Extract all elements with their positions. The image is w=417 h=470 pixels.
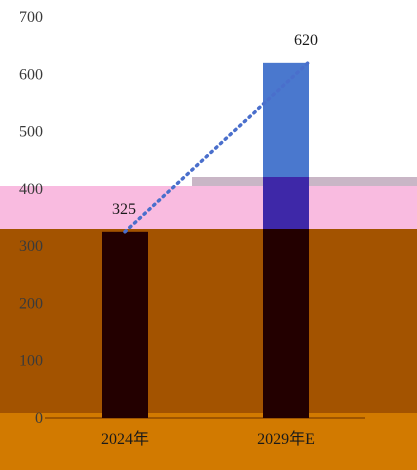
y-tick-label: 0 xyxy=(35,410,43,427)
band-brown xyxy=(0,229,417,413)
bar-segment xyxy=(263,229,309,418)
y-tick-label: 400 xyxy=(19,181,43,198)
y-tick-label: 100 xyxy=(19,353,43,370)
bar xyxy=(102,231,148,418)
x-tick-label: 2024年 xyxy=(101,430,149,448)
bar-segment xyxy=(263,177,309,229)
trendline xyxy=(123,61,310,234)
y-axis: 0 100 200 300 400 500 600 700 xyxy=(19,9,43,427)
trend-line xyxy=(123,61,310,234)
band-pink xyxy=(0,186,417,229)
y-tick-label: 200 xyxy=(19,295,43,312)
y-tick-label: 500 xyxy=(19,124,43,141)
data-labels: 325 620 xyxy=(112,32,318,218)
x-tick-label: 2029年E xyxy=(257,430,315,448)
y-tick-label: 300 xyxy=(19,238,43,255)
bar xyxy=(263,62,309,178)
y-tick-label: 600 xyxy=(19,66,43,83)
x-axis: 2024年 2029年E xyxy=(101,430,315,448)
y-tick-label: 700 xyxy=(19,9,43,26)
data-label: 325 xyxy=(112,201,136,218)
data-label: 620 xyxy=(294,32,318,49)
band-orange xyxy=(0,413,417,470)
